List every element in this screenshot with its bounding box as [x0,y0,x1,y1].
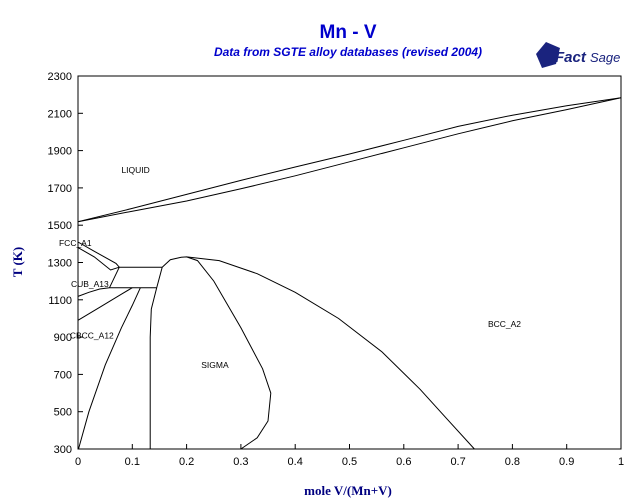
y-axis-ticks: 300 500 700 900 1100 1300 1500 1700 1900 2100 2300 [48,71,83,456]
y-tick-label: 300 [54,444,72,456]
x-tick-label: 0.7 [450,456,465,468]
x-tick-label: 0.9 [559,456,574,468]
y-tick-label: 1100 [48,295,72,307]
phase-boundary-2 [77,97,622,223]
phase-labels: LIQUID FCC_A1 CUB_A13 CBCC_A12 SIGMA BCC_A2 [59,165,521,370]
x-tick-label: 0.8 [505,456,520,468]
phase-label-liquid: LIQUID [121,165,149,175]
phase-label-sigma: SIGMA [201,360,229,370]
phase-boundary-9 [77,287,110,297]
y-tick-label: 700 [54,369,72,381]
phase-label-bcc-a2: BCC_A2 [488,319,521,329]
x-tick-label: 0.3 [233,456,248,468]
x-tick-label: 0.4 [288,456,303,468]
factsage-logo-icon [536,42,560,68]
logo-fact-text: Fact [555,49,587,66]
y-tick-label: 2100 [48,108,72,120]
phase-boundary-13 [161,256,272,450]
x-tick-label: 0 [75,456,81,468]
chart-subtitle: Data from SGTE alloy databases (revised … [214,45,482,59]
plot-frame [77,75,622,450]
logo-sage-text: Sage [590,50,620,65]
phase-boundary-14 [186,256,475,450]
factsage-logo: Fact Sage [536,42,620,68]
y-tick-label: 500 [54,407,72,419]
y-tick-label: 1700 [48,183,72,195]
phase-boundary-11 [78,287,141,450]
x-axis-ticks: 0 0.1 0.2 0.3 0.4 0.5 0.6 0.7 0.8 0.9 1 [75,444,624,468]
x-axis-label: mole V/(Mn+V) [304,483,392,498]
x-tick-label: 0.1 [125,456,140,468]
y-tick-label: 2300 [48,71,72,83]
y-tick-label: 1500 [48,220,72,232]
phase-boundary-1 [77,97,622,223]
phase-label-cbcc-a12: CBCC_A12 [70,330,114,340]
y-tick-label: 1300 [48,258,72,270]
phase-boundary-7 [109,266,120,288]
y-tick-label: 900 [54,332,72,344]
phase-boundary-10 [77,287,133,321]
y-tick-label: 1900 [48,146,72,158]
chart-title: Mn - V [320,22,377,43]
phase-label-fcc-a1: FCC_A1 [59,238,92,248]
x-tick-label: 1 [618,456,624,468]
x-tick-label: 0.6 [396,456,411,468]
phase-boundaries [77,97,622,450]
y-axis-label: T (K) [10,247,25,277]
phase-boundary-4 [77,247,120,271]
x-tick-label: 0.5 [342,456,357,468]
phase-boundary-8 [156,267,163,288]
phase-boundary-3 [77,241,120,268]
phase-label-cub-a13: CUB_A13 [71,279,109,289]
phase-boundary-12 [149,287,158,449]
x-tick-label: 0.2 [179,456,194,468]
